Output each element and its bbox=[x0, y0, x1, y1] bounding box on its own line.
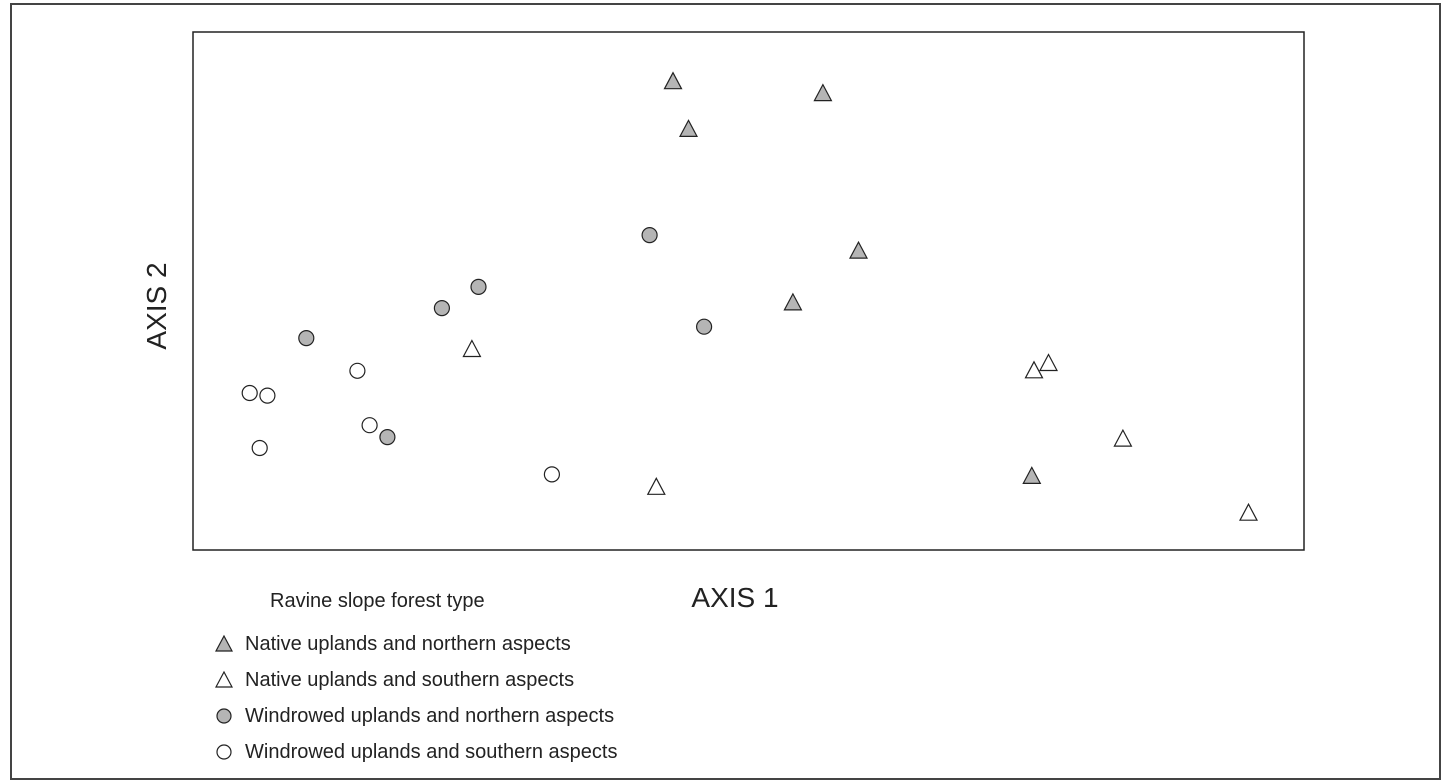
data-point-series-0-2 bbox=[813, 83, 833, 102]
legend-label: Native uplands and southern aspects bbox=[245, 668, 575, 691]
data-point-series-1-2 bbox=[1024, 360, 1044, 379]
data-point-series-1-4 bbox=[1113, 428, 1133, 447]
figure-frame bbox=[10, 3, 1441, 780]
data-point-series-1-1 bbox=[646, 477, 666, 495]
data-point-series-3-2 bbox=[251, 439, 268, 457]
open-circle-marker-icon bbox=[216, 744, 232, 760]
data-point-series-0-4 bbox=[783, 292, 803, 311]
data-point-series-0-5 bbox=[1022, 466, 1042, 484]
data-point-series-1-3 bbox=[1039, 353, 1058, 372]
legend-title: Ravine slope forest type bbox=[270, 590, 485, 612]
filled-circle-marker-icon bbox=[216, 708, 232, 724]
data-point-series-2-1 bbox=[433, 300, 450, 317]
data-point-series-0-1 bbox=[679, 119, 698, 137]
legend-item-native-southern: Native uplands and southern aspects bbox=[213, 662, 617, 698]
data-point-series-3-1 bbox=[259, 387, 276, 404]
legend-item-native-northern: Native uplands and northern aspects bbox=[213, 626, 617, 662]
data-point-series-3-4 bbox=[361, 417, 378, 434]
data-point-series-1-5 bbox=[1239, 502, 1258, 521]
scatter-chart: AXIS 2 AXIS 1 bbox=[141, 31, 1305, 613]
open-triangle-marker-icon bbox=[215, 670, 233, 688]
data-point-series-2-2 bbox=[470, 278, 487, 295]
x-axis-label: AXIS 1 bbox=[691, 582, 778, 613]
data-point-series-2-4 bbox=[695, 318, 713, 335]
data-point-series-2-5 bbox=[379, 429, 396, 446]
data-points bbox=[241, 71, 1258, 521]
legend-label: Native uplands and northern aspects bbox=[245, 632, 571, 655]
legend-label: Windrowed uplands and southern aspects bbox=[245, 740, 618, 763]
legend-label: Windrowed uplands and northern aspects bbox=[245, 704, 615, 727]
legend: Native uplands and northern aspects Nati… bbox=[213, 626, 617, 770]
data-point-series-3-0 bbox=[241, 384, 258, 402]
data-point-series-3-5 bbox=[543, 466, 561, 483]
data-point-series-1-0 bbox=[462, 339, 482, 358]
legend-item-windrowed-northern: Windrowed uplands and northern aspects bbox=[213, 698, 617, 734]
data-point-series-2-0 bbox=[298, 330, 315, 347]
data-point-series-0-0 bbox=[663, 71, 683, 90]
y-axis-label: AXIS 2 bbox=[141, 262, 172, 349]
filled-triangle-marker-icon bbox=[215, 634, 233, 652]
data-point-series-0-3 bbox=[849, 240, 868, 259]
plot-area bbox=[192, 31, 1305, 551]
legend-item-windrowed-southern: Windrowed uplands and southern aspects bbox=[213, 734, 617, 770]
data-point-series-3-3 bbox=[349, 362, 366, 379]
data-point-series-2-3 bbox=[641, 227, 658, 244]
